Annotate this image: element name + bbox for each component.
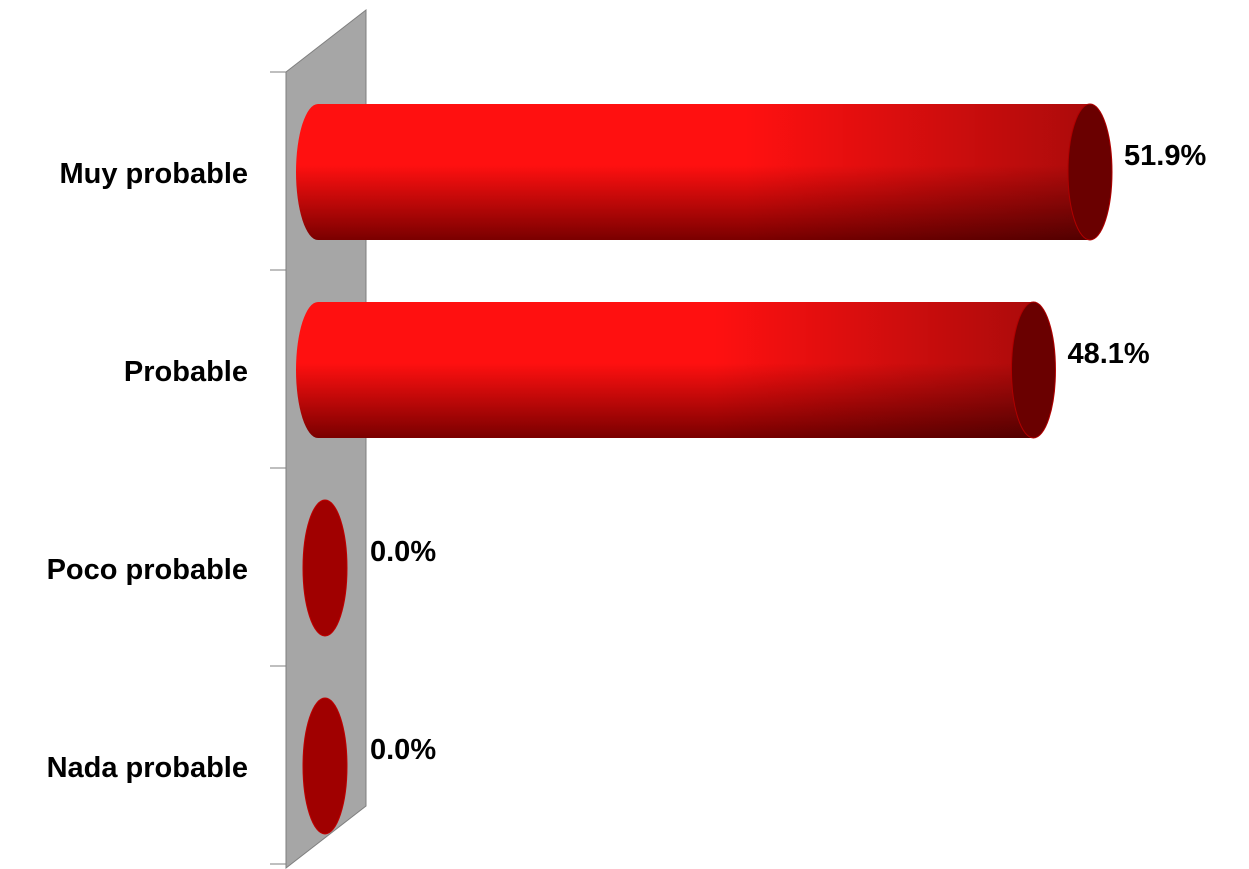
value-label: 51.9%	[1124, 140, 1206, 172]
value-label: 48.1%	[1067, 338, 1149, 370]
category-label: Probable	[124, 356, 248, 388]
bar-series	[296, 103, 1113, 835]
bar-zero-disc	[302, 499, 348, 637]
category-label: Poco probable	[47, 554, 248, 586]
bar-muy-probable	[296, 103, 1113, 241]
bar-nada-probable	[302, 697, 348, 835]
bar-probable	[296, 301, 1056, 439]
category-axis-ticks	[270, 71, 286, 865]
bar-end-cap	[1067, 103, 1113, 241]
value-labels: 51.9% 48.1% 0.0% 0.0%	[370, 140, 1206, 766]
category-label: Nada probable	[47, 752, 248, 784]
category-labels: Muy probable Probable Poco probable Nada pr…	[47, 158, 248, 784]
value-label: 0.0%	[370, 536, 436, 568]
bar-shading	[296, 104, 1112, 240]
value-label: 0.0%	[370, 734, 436, 766]
bar-end-cap	[1010, 301, 1056, 439]
category-label: Muy probable	[59, 158, 248, 190]
bar-zero-disc	[302, 697, 348, 835]
bar-poco-probable	[302, 499, 348, 637]
bar-shading	[296, 302, 1056, 438]
